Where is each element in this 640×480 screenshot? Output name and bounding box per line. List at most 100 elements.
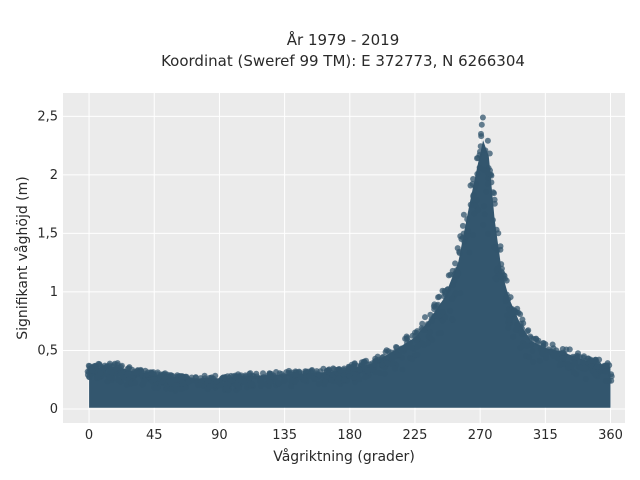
data-points <box>84 114 615 408</box>
data-point <box>346 372 353 379</box>
data-point <box>570 369 577 376</box>
data-point <box>491 190 497 197</box>
data-point <box>296 368 303 375</box>
data-point <box>381 370 388 377</box>
data-point <box>427 311 434 318</box>
data-point <box>178 386 185 393</box>
data-point <box>608 373 615 380</box>
y-tick-label: 1 <box>50 285 58 300</box>
data-point <box>449 316 455 323</box>
data-point <box>148 369 155 376</box>
data-point <box>301 377 308 384</box>
data-point <box>418 340 425 347</box>
data-point <box>340 366 347 373</box>
x-tick-label: 180 <box>337 428 362 443</box>
data-point <box>141 378 147 385</box>
data-point <box>524 342 531 349</box>
data-point <box>582 376 589 382</box>
data-point <box>592 371 599 378</box>
data-point <box>188 374 195 381</box>
data-point <box>316 372 323 379</box>
data-point <box>414 343 421 350</box>
data-point <box>412 333 419 340</box>
data-point <box>580 359 587 366</box>
data-point <box>393 344 399 350</box>
data-point <box>308 370 315 376</box>
data-point <box>461 239 468 245</box>
data-point <box>483 188 490 195</box>
data-point <box>167 379 174 385</box>
data-point <box>123 381 130 388</box>
data-point <box>477 148 483 155</box>
data-point <box>467 201 474 208</box>
data-point <box>202 375 209 382</box>
data-point <box>484 137 491 144</box>
data-point <box>374 353 381 360</box>
data-point <box>465 232 471 239</box>
data-point <box>379 361 386 368</box>
data-point <box>241 378 248 385</box>
y-axis-ticks: 0 0,5 1 1,5 2 2,5 <box>37 109 58 417</box>
data-point <box>491 196 498 203</box>
data-point <box>151 376 158 383</box>
x-tick-label: 0 <box>85 428 93 443</box>
data-point <box>560 355 567 362</box>
data-point <box>447 307 454 314</box>
data-point <box>470 176 477 182</box>
data-point <box>452 260 459 267</box>
data-point <box>213 378 220 385</box>
data-point <box>481 203 488 210</box>
data-point <box>470 232 477 238</box>
data-point <box>101 362 108 369</box>
data-point <box>257 378 263 384</box>
data-point <box>494 247 501 254</box>
y-tick-label: 1,5 <box>37 226 58 241</box>
data-point <box>484 180 491 187</box>
data-point <box>445 272 452 279</box>
data-point <box>390 354 396 361</box>
data-point <box>273 369 280 375</box>
data-point <box>505 296 512 303</box>
data-point <box>247 370 254 377</box>
data-point <box>408 344 415 351</box>
data-point <box>517 320 524 327</box>
data-point <box>474 171 481 177</box>
data-point <box>456 250 463 256</box>
data-point <box>400 346 407 352</box>
data-point <box>89 367 95 373</box>
data-point <box>328 377 335 384</box>
data-point <box>480 221 487 228</box>
data-point <box>206 383 213 390</box>
data-point <box>498 261 505 268</box>
data-point <box>267 379 274 386</box>
data-point <box>442 314 449 321</box>
data-point <box>472 202 479 209</box>
data-point <box>120 374 127 381</box>
data-point <box>431 301 438 308</box>
data-point <box>589 357 595 364</box>
data-point <box>489 217 496 223</box>
data-point <box>465 227 472 234</box>
data-point <box>266 371 273 378</box>
data-point <box>232 374 239 381</box>
data-point <box>379 354 386 361</box>
data-point <box>288 377 295 384</box>
data-point <box>275 380 282 387</box>
data-point <box>505 324 512 331</box>
data-point <box>392 348 399 355</box>
data-point <box>479 114 486 121</box>
data-point <box>223 385 230 392</box>
data-point <box>497 273 504 280</box>
data-point <box>362 374 369 381</box>
data-point <box>361 359 368 366</box>
data-point <box>419 320 426 327</box>
data-point <box>565 363 572 370</box>
data-point <box>302 368 309 375</box>
data-point <box>530 359 537 365</box>
data-point <box>570 353 576 360</box>
data-point <box>364 367 371 374</box>
data-point <box>495 230 502 237</box>
data-point <box>542 354 549 361</box>
data-point <box>106 360 113 367</box>
